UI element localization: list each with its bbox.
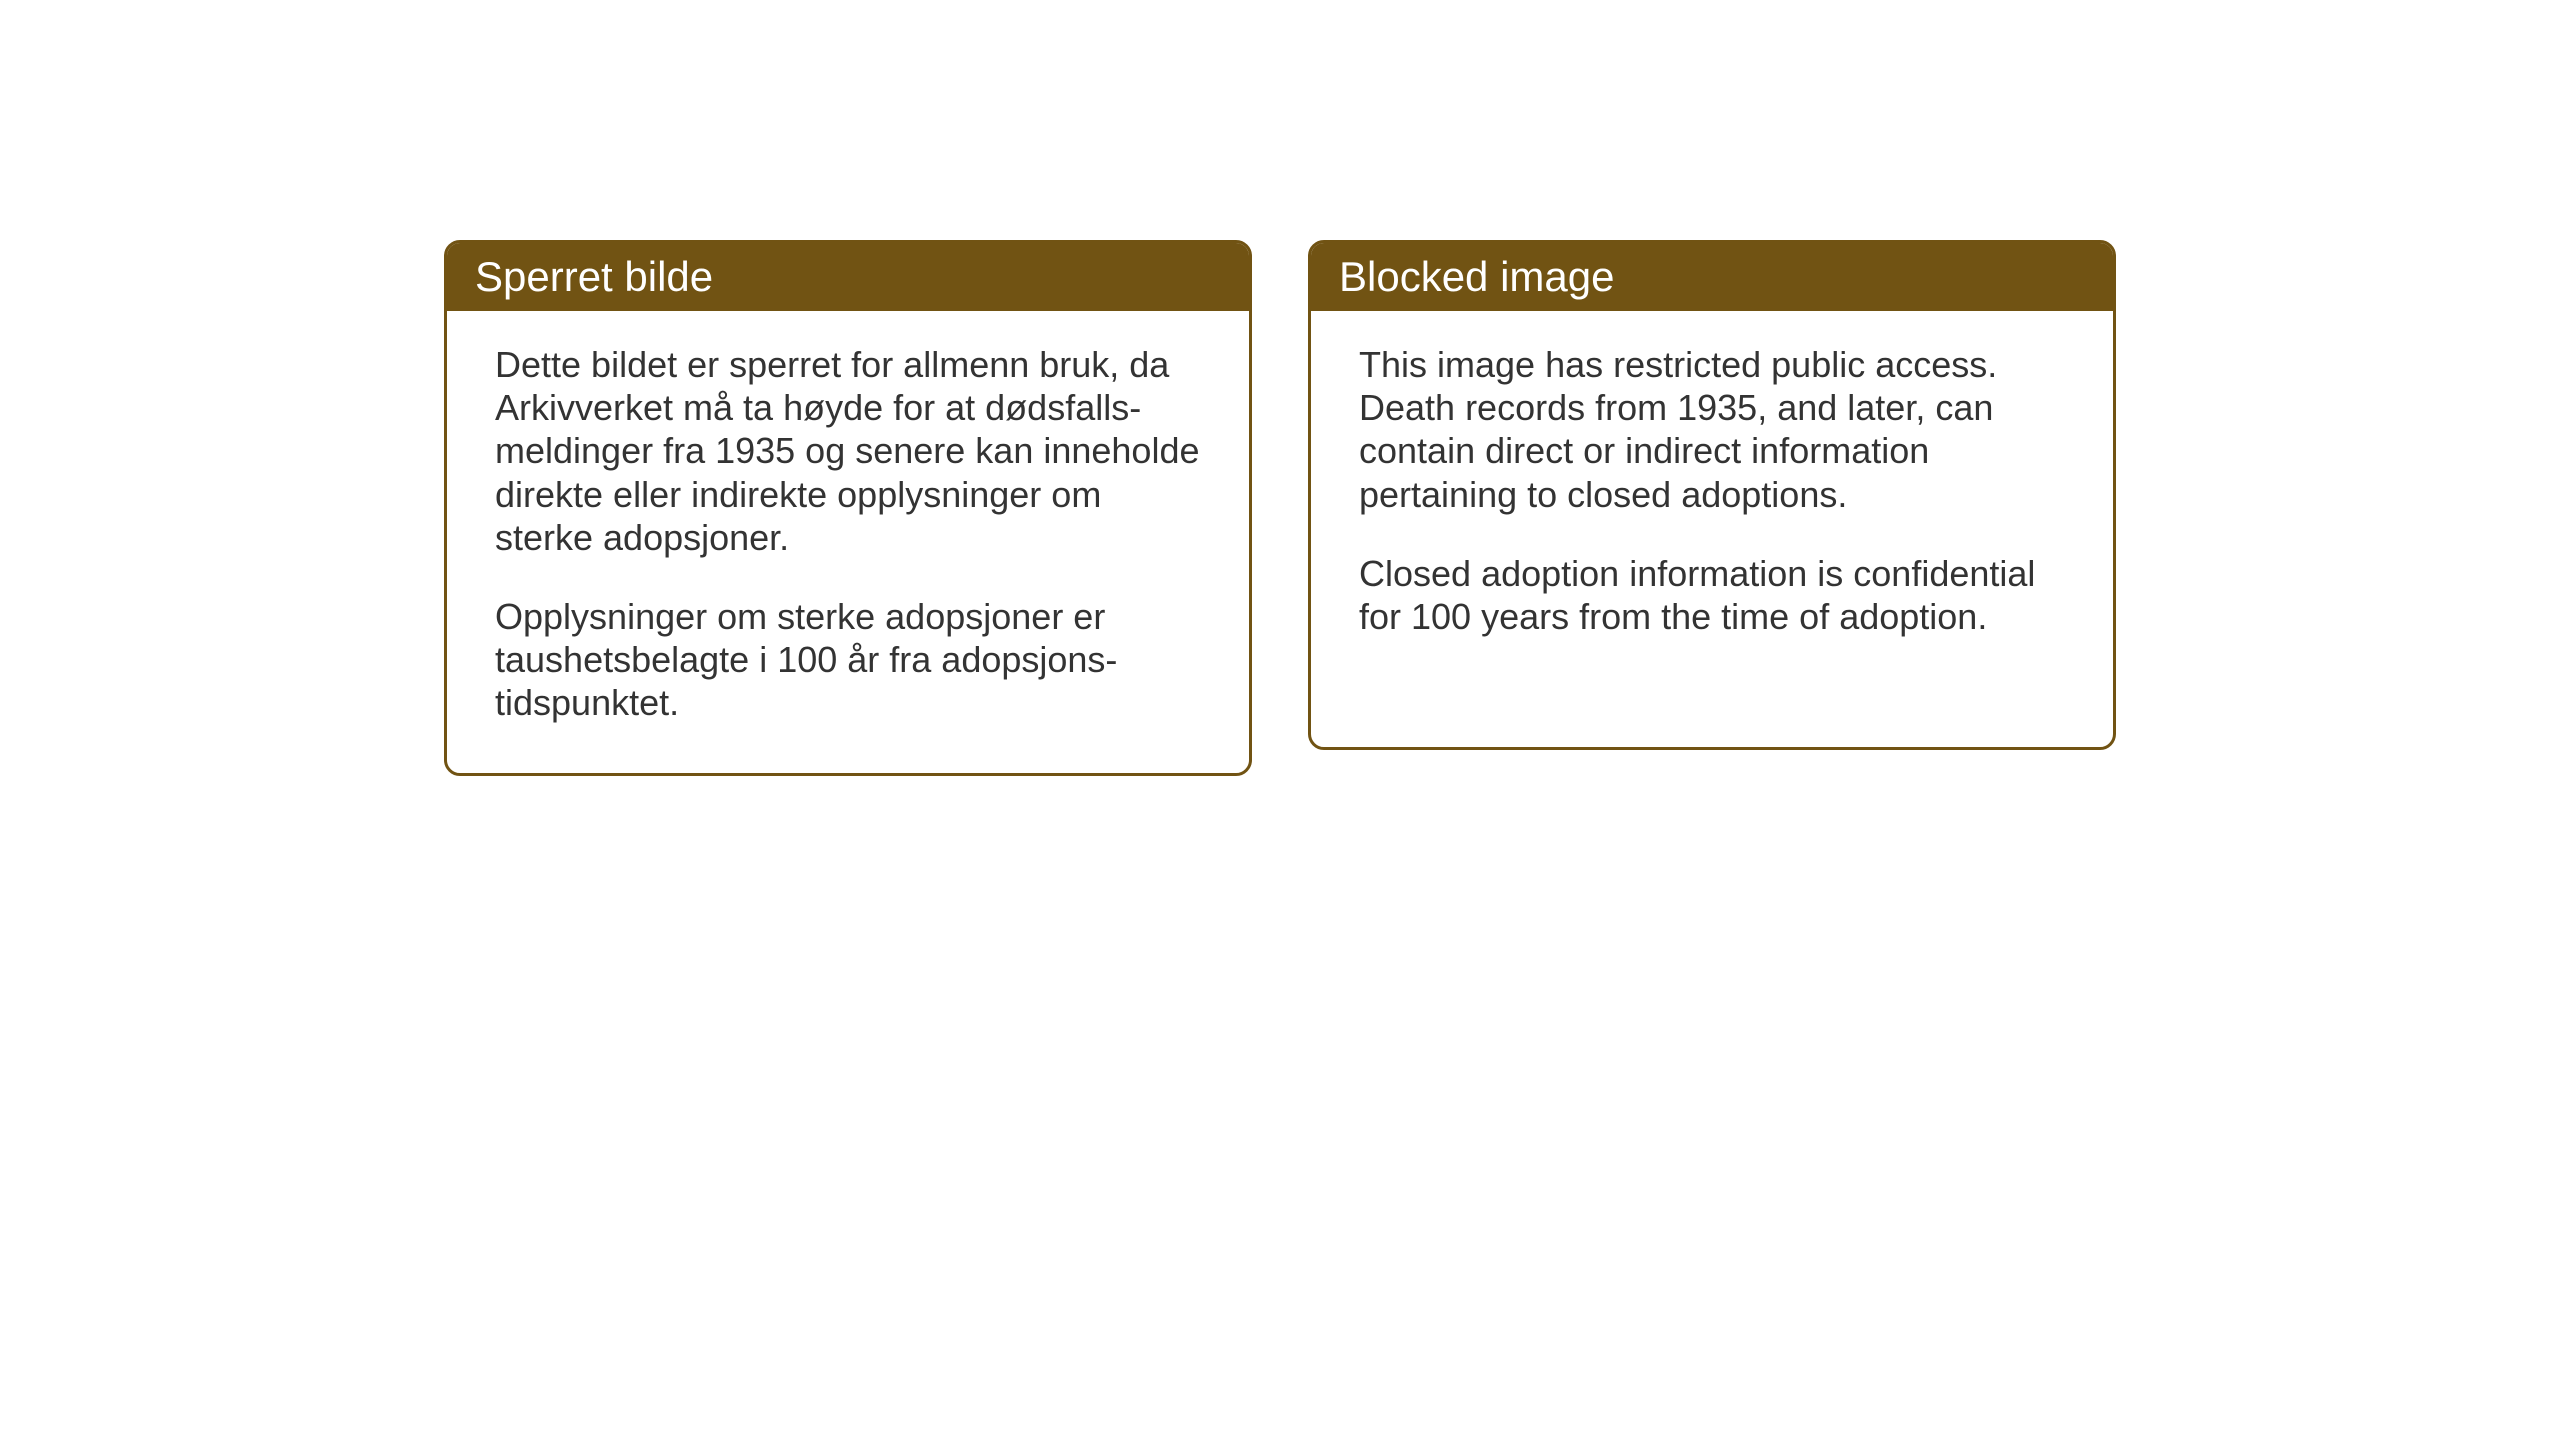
notice-header-english: Blocked image xyxy=(1311,243,2113,311)
notice-card-norwegian: Sperret bilde Dette bildet er sperret fo… xyxy=(444,240,1252,776)
notice-paragraph-1-english: This image has restricted public access.… xyxy=(1359,343,2065,516)
notice-title-norwegian: Sperret bilde xyxy=(475,253,713,300)
notice-title-english: Blocked image xyxy=(1339,253,1614,300)
notice-card-english: Blocked image This image has restricted … xyxy=(1308,240,2116,750)
notice-body-norwegian: Dette bildet er sperret for allmenn bruk… xyxy=(447,311,1249,773)
notice-body-english: This image has restricted public access.… xyxy=(1311,311,2113,686)
notice-paragraph-2-norwegian: Opplysninger om sterke adopsjoner er tau… xyxy=(495,595,1201,725)
notice-container: Sperret bilde Dette bildet er sperret fo… xyxy=(444,240,2116,776)
notice-paragraph-2-english: Closed adoption information is confident… xyxy=(1359,552,2065,638)
notice-paragraph-1-norwegian: Dette bildet er sperret for allmenn bruk… xyxy=(495,343,1201,559)
notice-header-norwegian: Sperret bilde xyxy=(447,243,1249,311)
